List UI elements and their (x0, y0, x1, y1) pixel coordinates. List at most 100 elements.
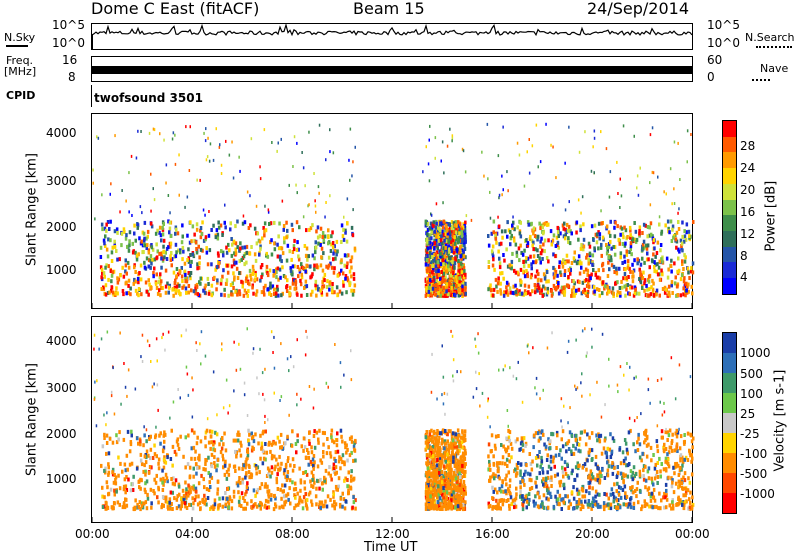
echo-point (597, 475, 600, 479)
echo-point (642, 271, 645, 275)
echo-point (299, 489, 302, 493)
echo-point (592, 238, 595, 242)
echo-point (131, 214, 133, 217)
echo-point (210, 262, 213, 266)
echo-point (259, 240, 262, 244)
echo-point (591, 170, 593, 173)
echo-point (126, 245, 129, 249)
echo-point (201, 220, 204, 224)
echo-point (620, 280, 623, 284)
echo-point (119, 486, 122, 490)
echo-point (181, 275, 184, 279)
echo-point (177, 231, 180, 235)
echo-point (216, 127, 218, 130)
echo-point (173, 131, 175, 134)
echo-point (259, 279, 262, 283)
echo-point (214, 498, 217, 502)
echo-point (550, 475, 553, 479)
echo-point (168, 194, 170, 197)
echo-point (290, 269, 293, 273)
echo-point (181, 279, 184, 283)
echo-point (311, 223, 314, 227)
echo-point (433, 246, 436, 250)
echo-point (678, 473, 681, 477)
echo-point (159, 293, 162, 297)
echo-point (256, 289, 258, 293)
echo-point (215, 235, 218, 239)
echo-point (171, 464, 174, 468)
echo-point (499, 194, 501, 197)
echo-point (443, 220, 446, 224)
echo-point (604, 476, 607, 480)
echo-point (512, 291, 514, 295)
echo-point (245, 507, 248, 511)
echo-point (448, 240, 451, 244)
echo-point (532, 231, 535, 235)
echo-point (614, 234, 617, 238)
echo-point (321, 247, 324, 251)
echo-point (523, 249, 526, 253)
echo-point (138, 287, 141, 291)
echo-point (196, 266, 199, 270)
echo-point (132, 482, 135, 486)
echo-point (624, 294, 627, 298)
echo-point (305, 254, 308, 258)
echo-point (323, 284, 326, 288)
echo-point (646, 436, 649, 440)
echo-point (684, 293, 687, 297)
echo-point (524, 284, 527, 288)
echo-point (206, 487, 209, 491)
echo-point (340, 497, 343, 501)
echo-point (226, 278, 229, 282)
echo-point (315, 211, 317, 214)
echo-point (601, 468, 604, 472)
echo-point (488, 442, 491, 446)
echo-point (166, 257, 169, 261)
echo-point (464, 239, 467, 243)
echo-point (336, 293, 339, 297)
echo-point (443, 464, 446, 468)
echo-point (623, 474, 626, 478)
echo-point (301, 273, 304, 277)
echo-point (507, 189, 509, 192)
echo-point (150, 286, 153, 290)
echo-point (513, 269, 516, 273)
echo-point (140, 277, 143, 281)
echo-point (433, 220, 436, 224)
echo-point (595, 455, 598, 459)
echo-point (647, 257, 650, 261)
echo-point (227, 487, 230, 491)
echo-point (646, 234, 649, 238)
echo-point (314, 283, 317, 287)
echo-point (632, 442, 635, 446)
echo-point (532, 445, 535, 449)
echo-point (604, 284, 607, 288)
echo-point (496, 290, 499, 294)
echo-point (329, 194, 331, 197)
echo-point (434, 230, 437, 234)
echo-point (440, 262, 443, 266)
echo-point (190, 457, 193, 461)
echo-point (672, 236, 675, 240)
echo-point (221, 233, 224, 237)
echo-point (196, 222, 199, 226)
echo-point (204, 444, 207, 448)
echo-point (564, 467, 567, 471)
echo-point (322, 231, 325, 235)
echo-point (236, 220, 239, 224)
echo-point (550, 495, 553, 499)
echo-point (214, 465, 217, 469)
echo-point (217, 221, 220, 225)
echo-point (636, 261, 639, 265)
echo-point (230, 292, 233, 296)
echo-point (351, 174, 353, 177)
echo-point (158, 288, 161, 292)
echo-point (562, 475, 565, 479)
echo-point (428, 286, 431, 290)
echo-point (671, 291, 674, 295)
echo-point (101, 193, 103, 196)
echo-point (564, 460, 567, 464)
echo-point (652, 453, 655, 457)
echo-point (631, 263, 634, 267)
echo-point (550, 484, 553, 488)
